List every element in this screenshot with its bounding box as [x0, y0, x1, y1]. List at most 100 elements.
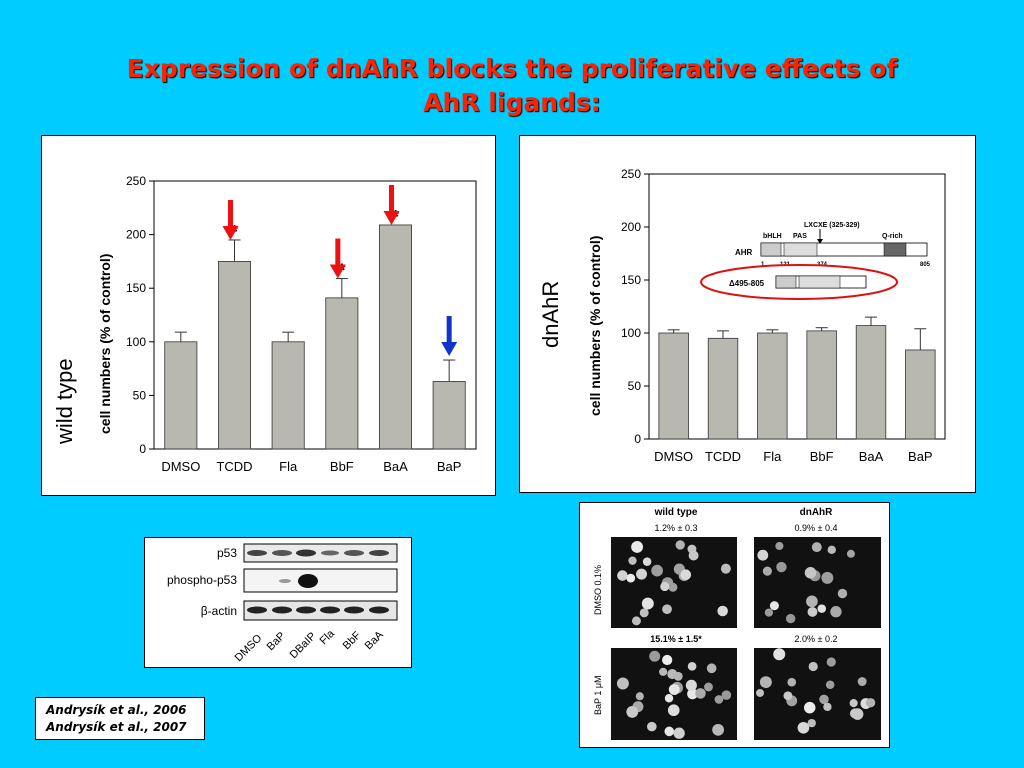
- inset-deletion-pas: [798, 275, 841, 289]
- nucleus: [616, 677, 629, 690]
- band-p53-2: [272, 550, 292, 556]
- dn-category-label-bbf: BbF: [810, 449, 834, 464]
- micrograph-wt-dmso: [611, 537, 737, 628]
- blot-strip-phospho-p53: [243, 568, 398, 593]
- western-blot: p53 phospho-p53 β-actin DMSO BaP DBaIP F…: [167, 543, 398, 664]
- dn-category-label-dmso: DMSO: [654, 449, 693, 464]
- nucleus: [785, 613, 796, 624]
- nucleus: [817, 604, 827, 613]
- nucleus: [851, 708, 864, 720]
- blot-lane-dmso: DMSO: [233, 632, 265, 664]
- nucleus: [636, 568, 648, 580]
- references-box: Andrysík et al., 2006 Andrysík et al., 2…: [35, 697, 205, 740]
- wt-ytick-label-0: 0: [139, 442, 146, 456]
- wt-bar-tcdd: [217, 261, 251, 450]
- slide-title-line2: AhR ligands:: [423, 88, 601, 117]
- nucleus: [662, 654, 673, 666]
- band-actin-1: [247, 606, 267, 614]
- band-p53-5: [344, 550, 364, 556]
- micrograph-value-dn-dmso: 0.9% ± 0.4: [795, 523, 838, 533]
- micrograph-value-wt-bap: 15.1% ± 1.5*: [650, 634, 702, 644]
- nucleus: [662, 604, 672, 615]
- dn-category-label-tcdd: TCDD: [705, 449, 741, 464]
- nucleus: [806, 595, 818, 608]
- dn-ytick-label-3: 150: [621, 273, 641, 287]
- nucleus: [787, 677, 797, 687]
- wt-arrow-baa: [383, 184, 400, 225]
- micrograph-nuclei: [616, 540, 876, 739]
- inset-domain-label-pas: PAS: [793, 233, 807, 240]
- reference-1: Andrysík et al., 2006: [46, 703, 187, 717]
- band-phospho-p53-2: [279, 579, 291, 583]
- nucleus: [846, 549, 855, 558]
- band-p53-3: [296, 549, 316, 557]
- band-actin-5: [344, 606, 364, 614]
- dn-ytick-label-0: 0: [634, 432, 641, 446]
- nucleus: [687, 661, 697, 671]
- nucleus: [762, 566, 772, 576]
- micrograph-dn-dmso: [754, 537, 881, 628]
- wt-category-label-tcdd: TCDD: [216, 459, 252, 474]
- nucleus: [808, 661, 818, 672]
- wt-category-label-bbf: BbF: [330, 459, 354, 474]
- wt-category-label-fla: Fla: [279, 459, 298, 474]
- micrograph-row-dmso: DMSO 0.1%: [593, 565, 603, 615]
- wt-bar-bap: [432, 381, 466, 450]
- wt-bar-bbf: [325, 297, 359, 450]
- blot-row-label-beta-actin: β-actin: [201, 604, 237, 618]
- inset-deletion-label: Δ495-805: [729, 279, 765, 288]
- nucleus: [617, 570, 628, 581]
- nucleus: [687, 688, 698, 700]
- wild-type-plot-frame: [153, 180, 477, 450]
- micrograph-panel: wild type dnAhR 1.2% ± 0.3 0.9% ± 0.4 15…: [579, 502, 890, 748]
- blot-strip-p53: [243, 543, 398, 563]
- dn-ytick-label-2: 100: [621, 326, 641, 340]
- wild-type-panel-label: wild type: [52, 358, 77, 445]
- dn-bar-baa: [855, 325, 887, 440]
- dnahr-y-axis-label: cell numbers (% of control): [587, 236, 603, 416]
- nucleus: [626, 573, 636, 583]
- dn-category-label-baa: BaA: [859, 449, 884, 464]
- blot-lane-fla: Fla: [318, 627, 338, 647]
- micrograph-value-wt-dmso: 1.2% ± 0.3: [655, 523, 698, 533]
- nucleus: [826, 657, 836, 667]
- nucleus: [807, 718, 816, 728]
- dn-category-label-fla: Fla: [763, 449, 782, 464]
- wt-bar-baa: [378, 224, 412, 450]
- nucleus: [673, 727, 685, 739]
- dn-ytick-label-4: 200: [621, 220, 641, 234]
- wild-type-y-axis-label: cell numbers (% of control): [97, 254, 113, 434]
- micrograph-value-dn-bap: 2.0% ± 0.2: [795, 634, 838, 644]
- nucleus: [668, 684, 680, 695]
- nucleus: [626, 705, 639, 718]
- nucleus: [811, 542, 822, 553]
- micrograph-row-bap: BaP 1 μM: [593, 675, 603, 715]
- micrograph-dn-bap: [754, 648, 881, 740]
- nucleus: [821, 571, 834, 584]
- dn-bar-bap: [905, 349, 936, 440]
- band-actin-4: [320, 606, 340, 614]
- nucleus: [659, 667, 668, 676]
- nucleus: [649, 650, 661, 662]
- nucleus: [688, 550, 699, 561]
- wt-category-label-dmso: DMSO: [161, 459, 200, 474]
- nucleus: [857, 677, 867, 687]
- dnahr-plot-frame: [648, 173, 946, 440]
- nucleus: [756, 688, 765, 697]
- dn-bar-dmso: [658, 332, 689, 440]
- nucleus: [825, 680, 835, 690]
- nucleus: [667, 704, 680, 717]
- dn-bar-fla: [757, 332, 788, 440]
- micrograph-col-dnahr: dnAhR: [800, 507, 834, 518]
- inset-lxcxe-label: LXCXE (325-329): [804, 222, 860, 229]
- nucleus: [675, 540, 685, 550]
- nucleus: [849, 699, 858, 708]
- dnahr-panel-label: dnAhR: [538, 281, 563, 348]
- nucleus: [823, 702, 832, 712]
- nucleus: [759, 676, 772, 689]
- wt-ytick-label-2: 100: [126, 335, 146, 349]
- nucleus: [628, 556, 637, 565]
- nucleus: [757, 549, 769, 561]
- blot-bands: [247, 549, 389, 614]
- nucleus: [865, 698, 876, 708]
